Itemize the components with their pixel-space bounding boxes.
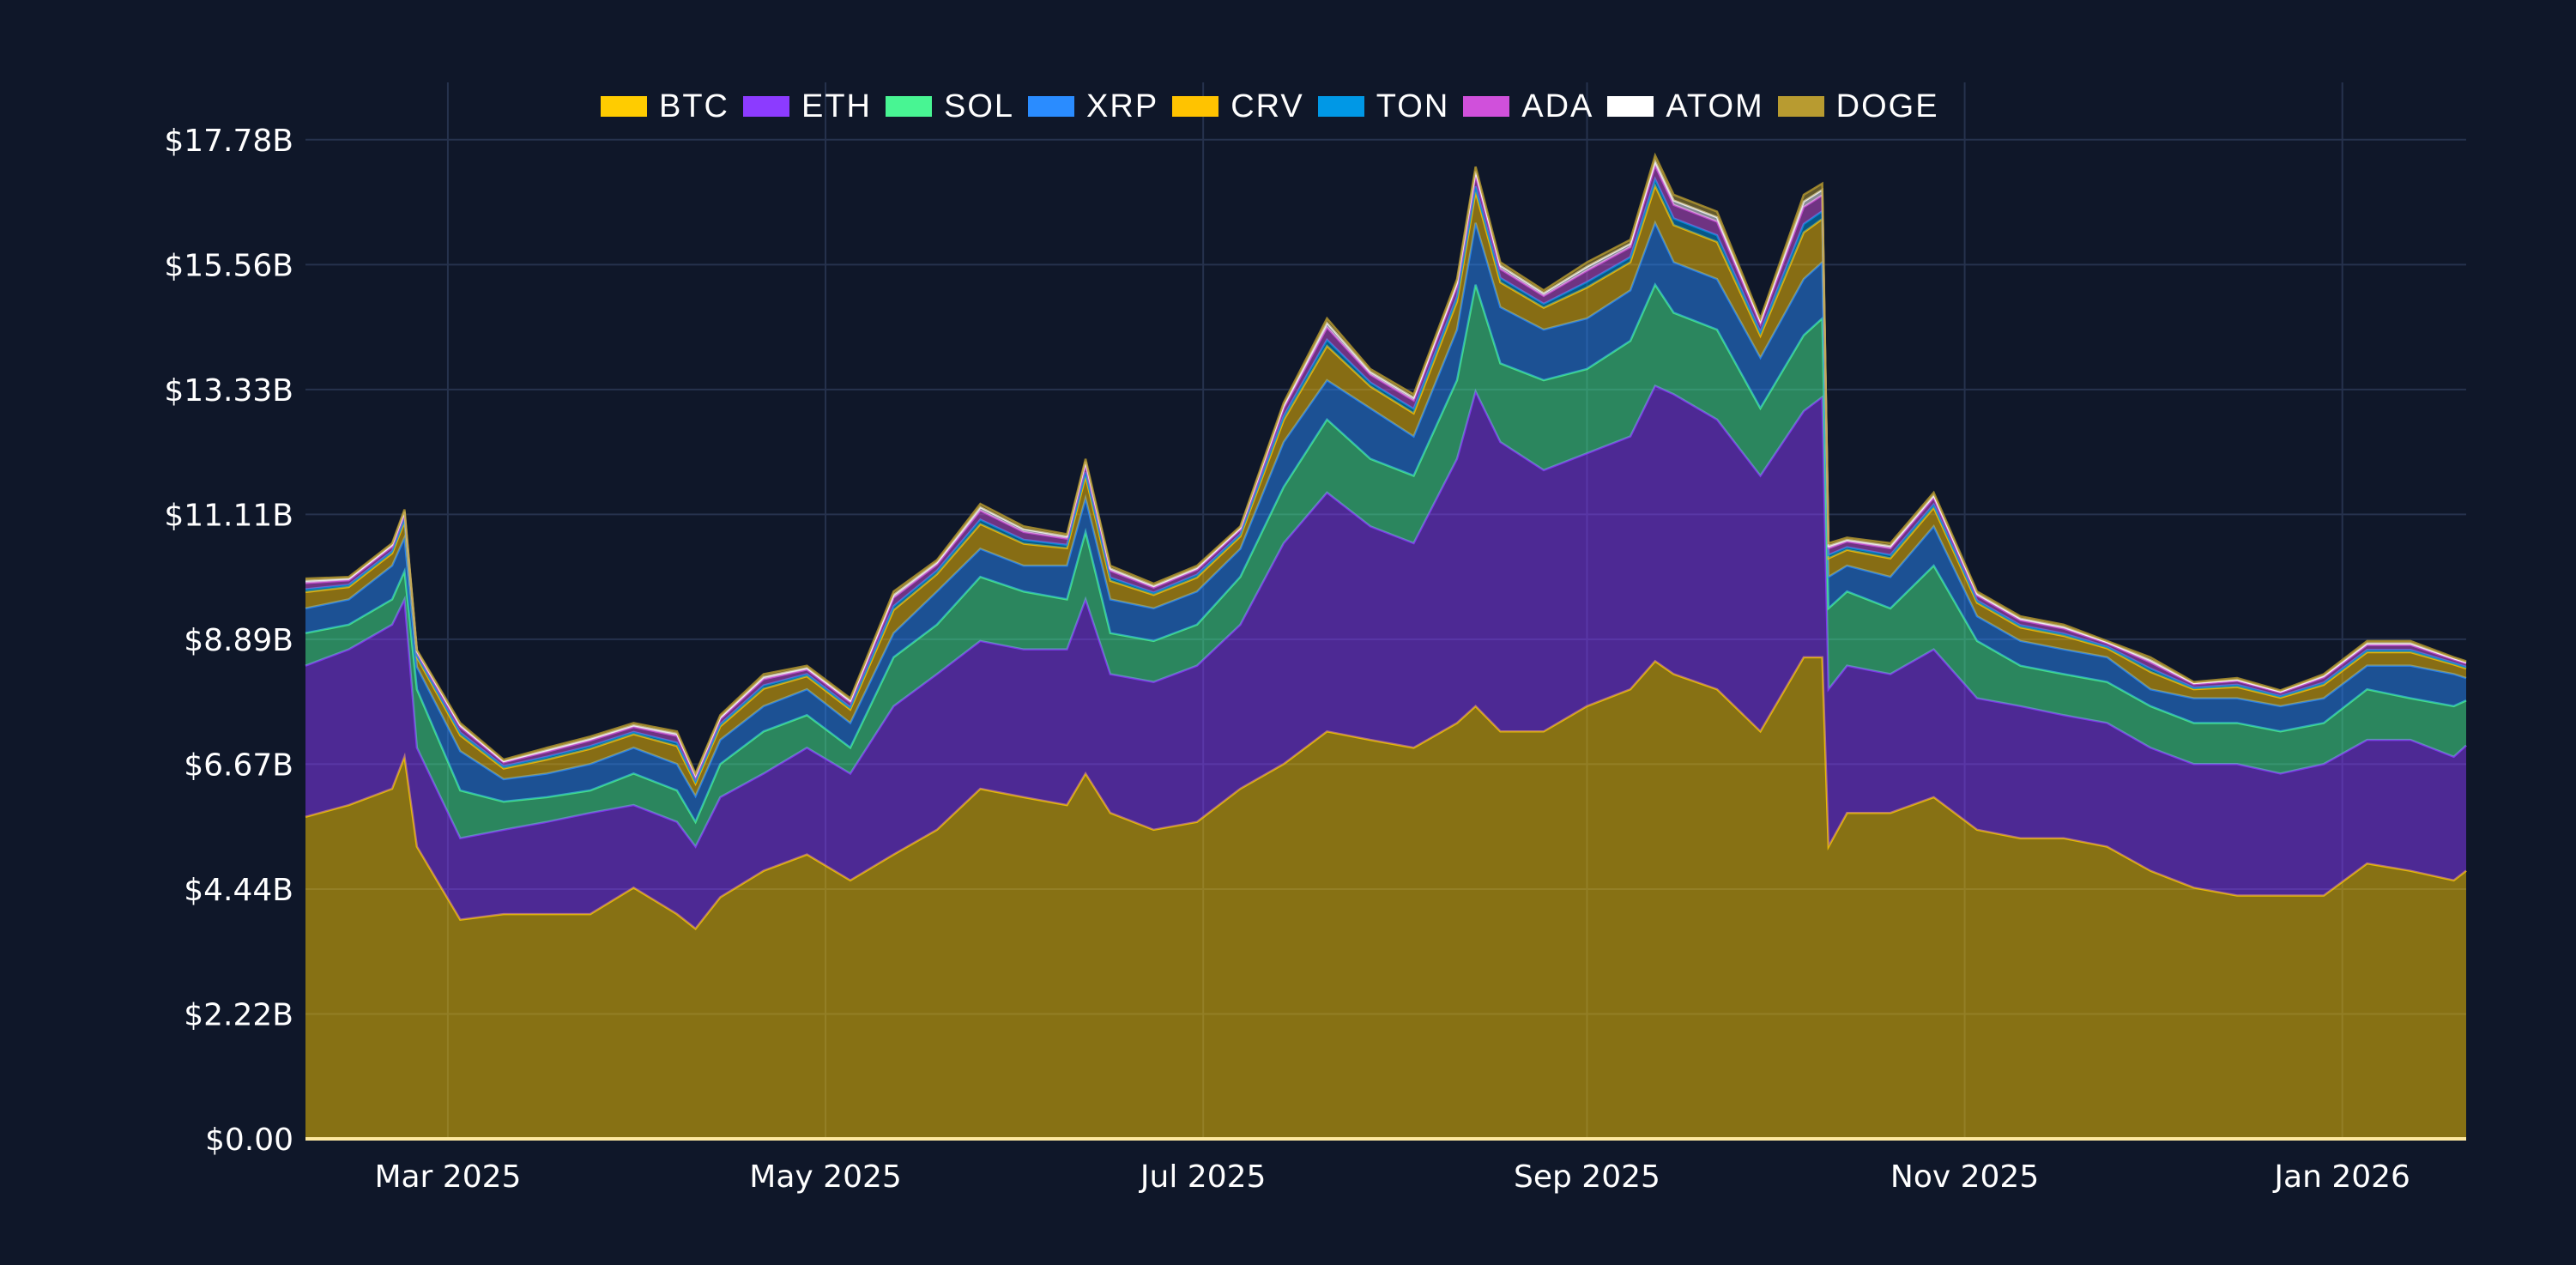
x-tick-label: Nov 2025: [1890, 1159, 2039, 1195]
legend-item-crv[interactable]: CRV: [1172, 88, 1304, 125]
legend-item-sol[interactable]: SOL: [886, 88, 1014, 125]
legend-swatch: [1172, 96, 1219, 117]
x-axis-ticks: Mar 2025 May 2025 Jul 2025 Sep 2025 Nov 2025…: [374, 1159, 2410, 1195]
legend-swatch: [1607, 96, 1654, 117]
y-tick-label: $15.56B: [164, 248, 293, 283]
legend-swatch: [601, 96, 647, 117]
legend-label: BTC: [659, 88, 729, 124]
line-btc: [305, 656, 2467, 930]
legend-swatch: [1028, 96, 1075, 117]
legend-item-eth[interactable]: ETH: [743, 88, 872, 125]
x-tick-label: May 2025: [749, 1159, 902, 1195]
legend-label: ADA: [1521, 88, 1594, 124]
legend-swatch: [1317, 96, 1364, 117]
y-tick-label: $13.33B: [164, 373, 293, 409]
legend-swatch: [1463, 96, 1510, 117]
legend-swatch: [886, 96, 932, 117]
legend-label: XRP: [1086, 88, 1159, 124]
legend: BTC ETH SOL XRP CRV TON ADA ATOM DOGE: [601, 84, 1953, 129]
area-eth: [305, 385, 2466, 929]
legend-label: CRV: [1231, 88, 1304, 124]
legend-item-xrp[interactable]: XRP: [1028, 88, 1158, 125]
legend-label: TON: [1376, 88, 1450, 124]
y-tick-label: $8.89B: [184, 623, 293, 658]
x-tick-label: Jul 2025: [1139, 1159, 1267, 1195]
legend-label: DOGE: [1835, 88, 1939, 124]
area-btc: [305, 657, 2466, 1139]
y-tick-label: $11.11B: [164, 498, 293, 533]
y-tick-label: $0.00: [205, 1123, 293, 1158]
legend-item-btc[interactable]: BTC: [601, 88, 729, 125]
legend-swatch: [743, 96, 789, 117]
line-doge: [305, 152, 2467, 777]
legend-label: ETH: [801, 88, 872, 124]
legend-label: SOL: [944, 88, 1015, 124]
legend-item-ton[interactable]: TON: [1317, 88, 1450, 125]
x-tick-label: Sep 2025: [1514, 1159, 1660, 1195]
y-tick-label: $6.67B: [184, 748, 293, 783]
legend-label: ATOM: [1666, 88, 1764, 124]
legend-item-ada[interactable]: ADA: [1463, 88, 1593, 125]
y-tick-label: $2.22B: [184, 997, 293, 1032]
x-tick-label: Mar 2025: [374, 1159, 521, 1195]
legend-item-doge[interactable]: DOGE: [1777, 88, 1939, 125]
y-axis-ticks: $0.00 $2.22B $4.44B $6.67B $8.89B $11.11B $13.…: [164, 124, 293, 1158]
x-tick-label: Jan 2026: [2272, 1159, 2410, 1195]
y-tick-label: $4.44B: [184, 873, 293, 908]
area-layers: [305, 152, 2467, 1141]
y-tick-label: $17.78B: [164, 124, 293, 159]
legend-swatch: [1777, 96, 1824, 117]
legend-item-atom[interactable]: ATOM: [1607, 88, 1763, 125]
